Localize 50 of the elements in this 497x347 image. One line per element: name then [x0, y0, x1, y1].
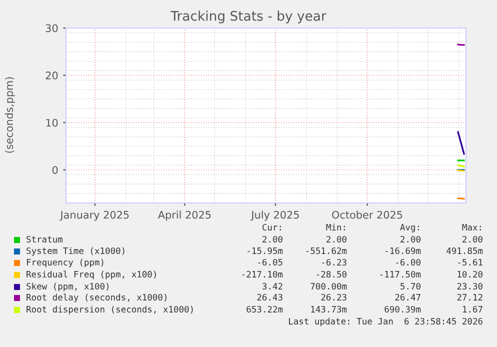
text: Max:	[462, 224, 481, 231]
text: -6.00	[396, 258, 420, 266]
text: 143.73m	[311, 306, 347, 313]
text: 23.30	[457, 282, 482, 290]
text: 491.85m	[446, 247, 483, 254]
text: Avg:	[400, 224, 419, 232]
text: 690.39m	[384, 306, 421, 313]
text: Min:	[326, 224, 345, 230]
legend-label: System Time (x1000)	[26, 247, 124, 256]
x-tick-label: April 2025	[158, 210, 211, 221]
text: 26.47	[395, 294, 420, 301]
text: -5.61	[458, 258, 482, 266]
text: 700.00m	[310, 282, 347, 290]
text: 3.42	[262, 282, 282, 290]
text: -551.62m	[306, 247, 347, 254]
text: 10.20	[458, 270, 482, 278]
y-tick-label: 0	[52, 166, 58, 174]
legend-label: Stratum	[26, 236, 62, 243]
text: 2.00	[326, 236, 346, 243]
legend-label: Root delay (seconds, x1000)	[26, 294, 166, 302]
legend-label: Skew (ppm, x100)	[26, 282, 108, 292]
text: -117.50m	[380, 270, 421, 278]
text: -16.69m	[386, 247, 421, 254]
y-tick-label: 20	[46, 72, 58, 80]
text: Last update: Tue Jan 6 23:58:45 2026	[289, 318, 482, 326]
text: 1.67	[462, 306, 482, 313]
text: 26.43	[257, 294, 282, 301]
text: -28.50	[316, 270, 346, 278]
x-tick-label: July 2025	[250, 210, 299, 221]
chart-title: Tracking Stats - by year	[170, 10, 326, 24]
text: 26.23	[321, 294, 346, 301]
text: 27.12	[457, 294, 482, 300]
legend-label: Root dispersion (seconds, x1000)	[26, 306, 193, 314]
text: 2.00	[462, 236, 482, 243]
legend-label: Residual Freq (ppm, x100)	[26, 270, 156, 280]
text: -217.10m	[242, 270, 283, 278]
x-tick-label: January 2025	[60, 210, 129, 221]
text: Cur:	[262, 224, 281, 231]
text: -6.05	[258, 258, 282, 266]
text: -6.23	[322, 258, 346, 266]
y-tick-label: 10	[46, 118, 58, 127]
text: 2.00	[262, 236, 282, 243]
text: 2.00	[400, 236, 420, 243]
text: 5.70	[400, 282, 420, 290]
x-tick-label: October 2025	[332, 210, 402, 219]
text: 653.22m	[246, 306, 283, 313]
legend-label: Frequency (ppm)	[26, 258, 104, 268]
y-axis-title: (seconds,ppm)	[4, 77, 16, 153]
y-tick-label: 30	[46, 24, 58, 32]
text: -15.95m	[248, 247, 283, 254]
